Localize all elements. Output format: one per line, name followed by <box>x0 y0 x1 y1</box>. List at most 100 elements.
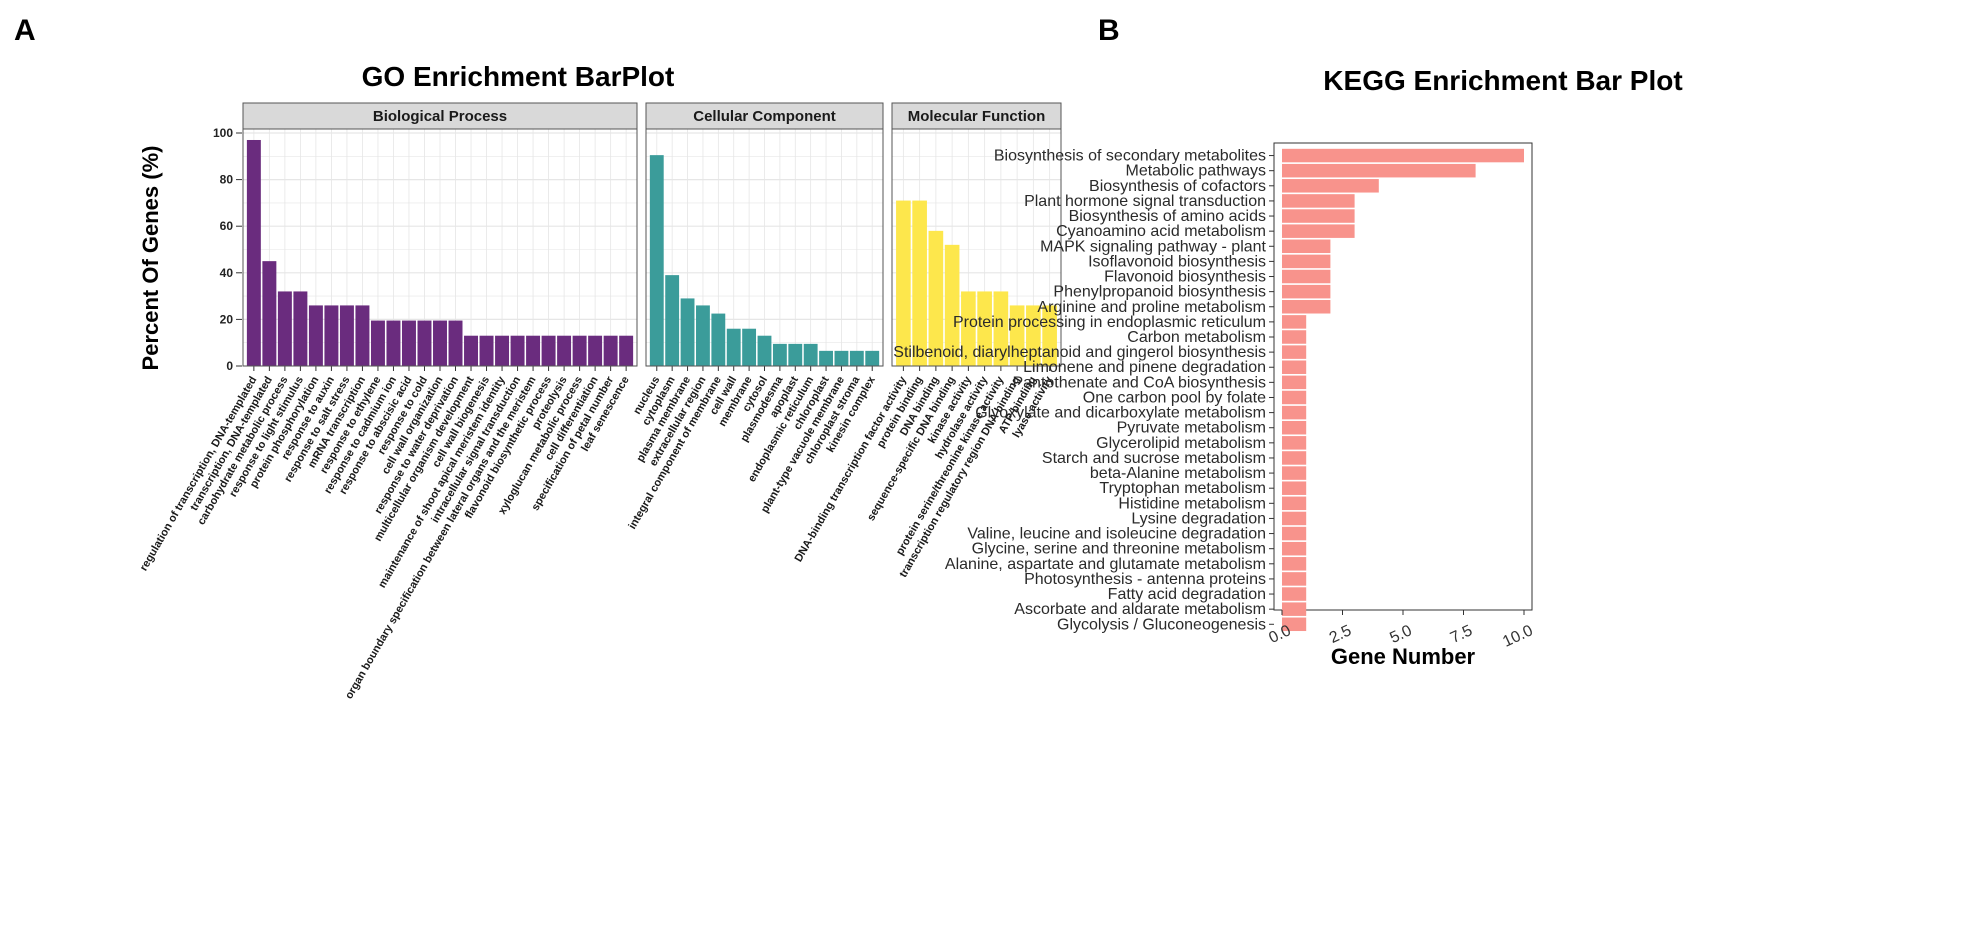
kegg-bar-carbon-metabolism <box>1282 330 1307 344</box>
facet-strip <box>891 102 1062 130</box>
go-bar-response-to-ethylene <box>370 320 385 366</box>
kegg-bar-glycolysis-gluconeogenesis <box>1282 617 1307 632</box>
kegg-bar-ascorbate-and-aldarate-metabolism <box>1282 602 1307 616</box>
go-bar-dna-binding-transcription-factor-activity <box>896 200 911 366</box>
go-bar-cell-differentiation <box>588 335 603 366</box>
kegg-bar-pyruvate-metabolism <box>1282 420 1307 435</box>
go-bar-protein-phosphorylation <box>308 305 323 366</box>
go-bar-cell-wall-biogenesis <box>479 335 494 366</box>
go-bar-protein-serine-threonine-kinase-activity <box>993 291 1009 366</box>
kegg-bar-glycerolipid-metabolism <box>1282 436 1307 450</box>
go-y-tick-label: 40 <box>220 266 234 280</box>
go-bar-transcription-regulatory-region-dna-binding <box>1009 305 1025 366</box>
go-y-tick-label: 100 <box>213 126 233 140</box>
go-bar-maintenance-of-shoot-apical-meristem-identity <box>495 335 510 366</box>
kegg-category-label: beta-Alanine metabolism <box>1090 465 1266 482</box>
go-bar-sequence-specific-dna-binding <box>944 244 960 366</box>
kegg-bar-cyanoamino-acid-metabolism <box>1282 224 1355 238</box>
kegg-bar-flavonoid-biosynthesis <box>1282 269 1331 284</box>
kegg-bar-isoflavonoid-biosynthesis <box>1282 254 1331 269</box>
kegg-bar-fatty-acid-degradation <box>1282 587 1307 601</box>
kegg-x-tick-label: 10.0 <box>1500 622 1535 651</box>
go-bar-protein-binding <box>912 200 927 366</box>
go-bar-proteolysis <box>557 335 572 366</box>
go-bar-response-to-water-deprivation <box>448 320 463 366</box>
kegg-category-label: Histidine metabolism <box>1118 495 1266 512</box>
kegg-bar-phenylpropanoid-biosynthesis <box>1282 284 1331 299</box>
kegg-category-label: MAPK signaling pathway - plant <box>1040 238 1266 255</box>
go-bar-extracellular-region <box>696 305 710 366</box>
kegg-category-label: Glyoxylate and dicarboxylate metabolism <box>975 405 1266 422</box>
kegg-bar-tryptophan-metabolism <box>1282 481 1307 495</box>
kegg-category-label: Starch and sucrose metabolism <box>1042 450 1266 467</box>
kegg-category-label: Lysine degradation <box>1131 510 1266 527</box>
kegg-category-label: Tryptophan metabolism <box>1099 480 1266 497</box>
go-bar-plasmodesma <box>772 343 787 366</box>
kegg-category-label: Alanine, aspartate and glutamate metabol… <box>945 556 1266 573</box>
kegg-category-label: Plant hormone signal transduction <box>1024 193 1266 210</box>
go-bar-cell-wall <box>726 328 741 366</box>
go-bar-cell-wall-organization <box>433 320 447 366</box>
go-bar-apoplast <box>788 343 803 366</box>
go-y-tick-label: 60 <box>220 219 234 233</box>
go-bar-nucleus <box>649 155 664 366</box>
kegg-bar-plant-hormone-signal-transduction <box>1282 194 1355 208</box>
kegg-category-label: Arginine and proline metabolism <box>1037 299 1266 316</box>
go-bar-response-to-cold <box>417 320 432 366</box>
go-bar-integral-component-of-membrane <box>711 313 726 366</box>
kegg-category-label: Ascorbate and aldarate metabolism <box>1014 601 1266 618</box>
go-bar-carbohydrate-metabolic-process <box>277 291 292 366</box>
kegg-chart-title: KEGG Enrichment Bar Plot <box>1323 65 1682 96</box>
kegg-bar-histidine-metabolism <box>1282 496 1307 511</box>
go-bar-membrane <box>742 328 757 366</box>
kegg-bar-glycine-serine-and-threonine-metabolism <box>1282 541 1307 556</box>
go-bar-response-to-cadmium-ion <box>386 320 401 366</box>
go-bar-intracellular-signal-transduction <box>510 335 525 366</box>
facet-border <box>645 128 884 367</box>
go-chart-title: GO Enrichment BarPlot <box>362 61 675 92</box>
go-bar-plasma-membrane <box>680 298 695 366</box>
kegg-enrichment-panel: B KEGG Enrichment Bar Plot Biosynthesis … <box>893 14 1682 669</box>
go-bar-multicellular-organism-development <box>464 335 479 366</box>
go-bar-kinase-activity <box>961 291 976 366</box>
kegg-bar-limonene-and-pinene-degradation <box>1282 360 1307 374</box>
kegg-bar-alanine-aspartate-and-glutamate-metabolism <box>1282 557 1307 571</box>
kegg-category-label: Flavonoid biosynthesis <box>1104 269 1266 286</box>
kegg-bar-stilbenoid-diarylheptanoid-and-gingerol-biosynth <box>1282 345 1307 359</box>
kegg-category-label: Glycolysis / Gluconeogenesis <box>1057 616 1266 633</box>
kegg-category-label: One carbon pool by folate <box>1083 389 1266 406</box>
go-bar-leaf-senescence <box>619 335 634 366</box>
go-bar-cytoplasm <box>665 275 680 366</box>
facet-strip-label: Molecular Function <box>908 108 1046 125</box>
kegg-category-label: Biosynthesis of cofactors <box>1089 178 1266 195</box>
go-bar-chloroplast-stroma <box>849 350 864 366</box>
go-y-tick-label: 0 <box>226 359 233 373</box>
go-y-tick-label: 80 <box>220 173 234 187</box>
panel-label-b: B <box>1098 14 1120 47</box>
go-bar-xyloglucan-metabolic-process <box>572 335 587 366</box>
go-facet-cellular-component: Cellular Componentnucleuscytoplasmplasma… <box>626 102 884 531</box>
go-bar-organ-boundary-specification-between-lateral-org <box>526 335 541 366</box>
kegg-category-label: Valine, leucine and isoleucine degradati… <box>967 526 1266 543</box>
kegg-bar-photosynthesis-antenna-proteins <box>1282 572 1307 586</box>
facet-strip <box>645 102 884 130</box>
kegg-category-label: Photosynthesis - antenna proteins <box>1024 571 1266 588</box>
go-bar-kinesin-complex <box>865 350 880 366</box>
kegg-bar-starch-and-sucrose-metabolism <box>1282 451 1307 465</box>
go-bar-dna-binding <box>928 230 944 366</box>
kegg-category-label: Stilbenoid, diarylheptanoid and gingerol… <box>893 344 1266 361</box>
kegg-x-axis-label: Gene Number <box>1331 644 1476 669</box>
kegg-bar-mapk-signaling-pathway-plant <box>1282 239 1331 254</box>
go-bar-cytosol <box>757 335 772 366</box>
go-y-tick-label: 20 <box>220 312 234 326</box>
go-bar-specification-of-petal-number <box>603 335 618 366</box>
go-bar-endoplasmic-reticulum <box>803 343 818 366</box>
kegg-category-label: Carbon metabolism <box>1127 329 1266 346</box>
facet-strip <box>242 102 638 130</box>
go-bar-hydrolase-activity <box>977 291 992 366</box>
kegg-category-label: Biosynthesis of amino acids <box>1069 208 1266 225</box>
facet-border <box>242 128 638 367</box>
